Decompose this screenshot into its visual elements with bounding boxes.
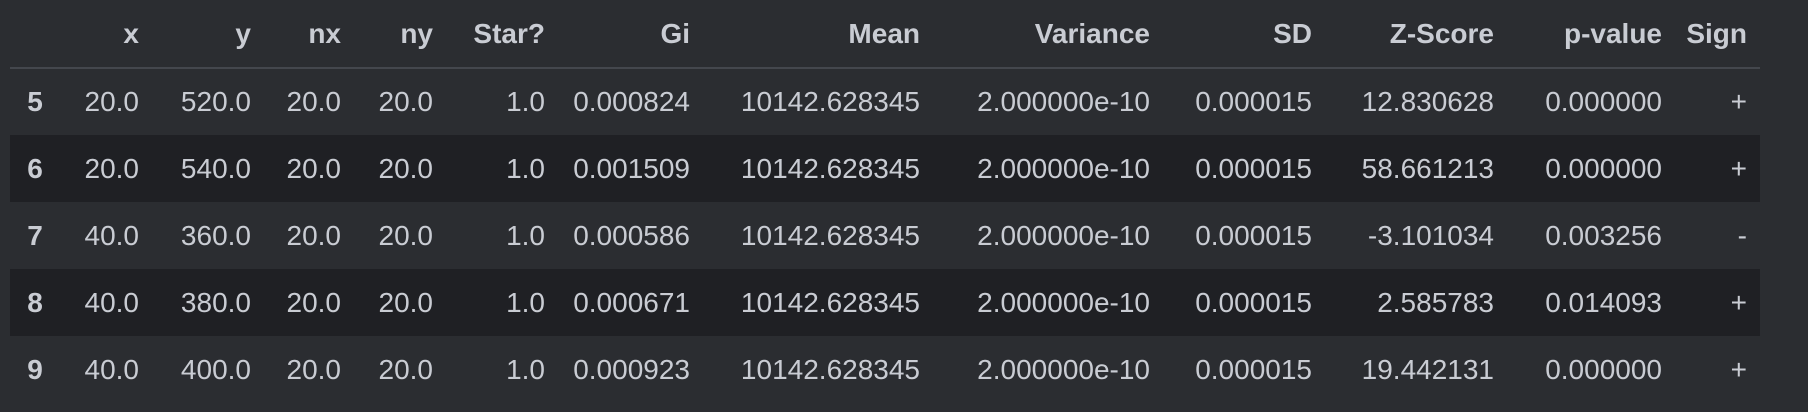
cell-gi: 0.001509 <box>573 152 690 184</box>
cell-y: 520.0 <box>180 86 251 117</box>
cell-nx: 20.0 <box>286 353 342 385</box>
table-body: 5 20.0 520.0 20.0 20.0 1.0 0.000824 10142.62834… <box>10 68 1760 403</box>
cell-ny: 20.0 <box>378 286 434 318</box>
cell-gi: 0.000824 <box>573 86 690 117</box>
row-index: 7 <box>27 219 43 251</box>
cell-nx: 20.0 <box>286 86 342 117</box>
dataframe-table: x y nx ny Star? Gi Mean Variance SD Z-Sc… <box>10 0 1760 403</box>
cell-z-score: 19.442131 <box>1361 353 1494 385</box>
cell-nx: 20.0 <box>286 219 342 251</box>
cell-x: 40.0 <box>84 286 140 318</box>
cell-ny: 20.0 <box>378 152 434 184</box>
cell-variance: 2.000000e-10 <box>977 286 1150 318</box>
cell-mean: 10142.628345 <box>740 286 920 318</box>
cell-sd: 0.000015 <box>1195 286 1312 318</box>
cell-sign: + <box>1730 86 1747 117</box>
cell-nx: 20.0 <box>286 286 342 318</box>
cell-sign: + <box>1730 152 1747 184</box>
cell-nx: 20.0 <box>286 152 342 184</box>
cell-x: 40.0 <box>84 219 140 251</box>
table-row: 7 40.0 360.0 20.0 20.0 1.0 0.000586 10142.62834… <box>10 202 1760 269</box>
cell-sign: + <box>1730 353 1747 385</box>
cell-p-value: 0.003256 <box>1545 219 1662 251</box>
cell-star: 1.0 <box>506 152 545 184</box>
header-variance: Variance <box>1034 17 1150 49</box>
header-gi: Gi <box>660 17 690 49</box>
cell-mean: 10142.628345 <box>740 152 920 184</box>
header-star: Star? <box>473 17 545 49</box>
header-p-value: p-value <box>1563 17 1662 49</box>
cell-mean: 10142.628345 <box>740 86 920 117</box>
cell-gi: 0.000671 <box>573 286 690 318</box>
header-mean: Mean <box>848 17 920 49</box>
table-row: 8 40.0 380.0 20.0 20.0 1.0 0.000671 10142.62834… <box>10 269 1760 336</box>
row-index: 6 <box>27 152 43 184</box>
cell-gi: 0.000923 <box>573 353 690 385</box>
cell-gi: 0.000586 <box>573 219 690 251</box>
cell-variance: 2.000000e-10 <box>977 152 1150 184</box>
cell-z-score: 2.585783 <box>1377 286 1494 318</box>
cell-p-value: 0.014093 <box>1545 286 1662 318</box>
cell-sign: - <box>1737 219 1747 251</box>
header-index <box>10 0 60 68</box>
table-row: 6 20.0 540.0 20.0 20.0 1.0 0.001509 10142.62834… <box>10 135 1760 202</box>
row-index: 8 <box>27 286 43 318</box>
cell-sd: 0.000015 <box>1195 353 1312 385</box>
cell-variance: 2.000000e-10 <box>977 353 1150 385</box>
table-row: 9 40.0 400.0 20.0 20.0 1.0 0.000923 10142.62834… <box>10 336 1760 403</box>
header-z-score: Z-Score <box>1389 17 1494 49</box>
cell-sd: 0.000015 <box>1195 219 1312 251</box>
cell-z-score: 12.830628 <box>1361 86 1494 117</box>
header-x: x <box>123 17 139 49</box>
header-ny: ny <box>400 17 433 49</box>
cell-p-value: 0.000000 <box>1545 152 1662 184</box>
cell-mean: 10142.628345 <box>740 219 920 251</box>
cell-x: 40.0 <box>84 353 140 385</box>
cell-x: 20.0 <box>84 86 140 117</box>
row-index: 5 <box>27 86 43 117</box>
cell-x: 20.0 <box>84 152 140 184</box>
cell-sd: 0.000015 <box>1195 152 1312 184</box>
cell-p-value: 0.000000 <box>1545 353 1662 385</box>
cell-y: 540.0 <box>180 152 251 184</box>
cell-sign: + <box>1730 286 1747 318</box>
cell-y: 400.0 <box>180 353 251 385</box>
table-row: 5 20.0 520.0 20.0 20.0 1.0 0.000824 10142.62834… <box>10 68 1760 135</box>
cell-star: 1.0 <box>506 353 545 385</box>
header-sd: SD <box>1273 17 1312 49</box>
cell-p-value: 0.000000 <box>1545 86 1662 117</box>
cell-mean: 10142.628345 <box>740 353 920 385</box>
cell-y: 360.0 <box>180 219 251 251</box>
cell-star: 1.0 <box>506 86 545 117</box>
cell-variance: 2.000000e-10 <box>977 86 1150 117</box>
cell-star: 1.0 <box>506 286 545 318</box>
cell-sd: 0.000015 <box>1195 86 1312 117</box>
header-y: y <box>235 17 251 49</box>
header-row: x y nx ny Star? Gi Mean Variance SD Z-Sc… <box>10 0 1760 68</box>
cell-z-score: -3.101034 <box>1367 219 1494 251</box>
cell-z-score: 58.661213 <box>1361 152 1494 184</box>
cell-y: 380.0 <box>180 286 251 318</box>
cell-ny: 20.0 <box>378 86 434 117</box>
cell-ny: 20.0 <box>378 353 434 385</box>
cell-star: 1.0 <box>506 219 545 251</box>
header-nx: nx <box>308 17 341 49</box>
table-header: x y nx ny Star? Gi Mean Variance SD Z-Sc… <box>10 0 1760 68</box>
cell-variance: 2.000000e-10 <box>977 219 1150 251</box>
header-sign: Sign <box>1686 17 1747 49</box>
row-index: 9 <box>27 353 43 385</box>
cell-ny: 20.0 <box>378 219 434 251</box>
